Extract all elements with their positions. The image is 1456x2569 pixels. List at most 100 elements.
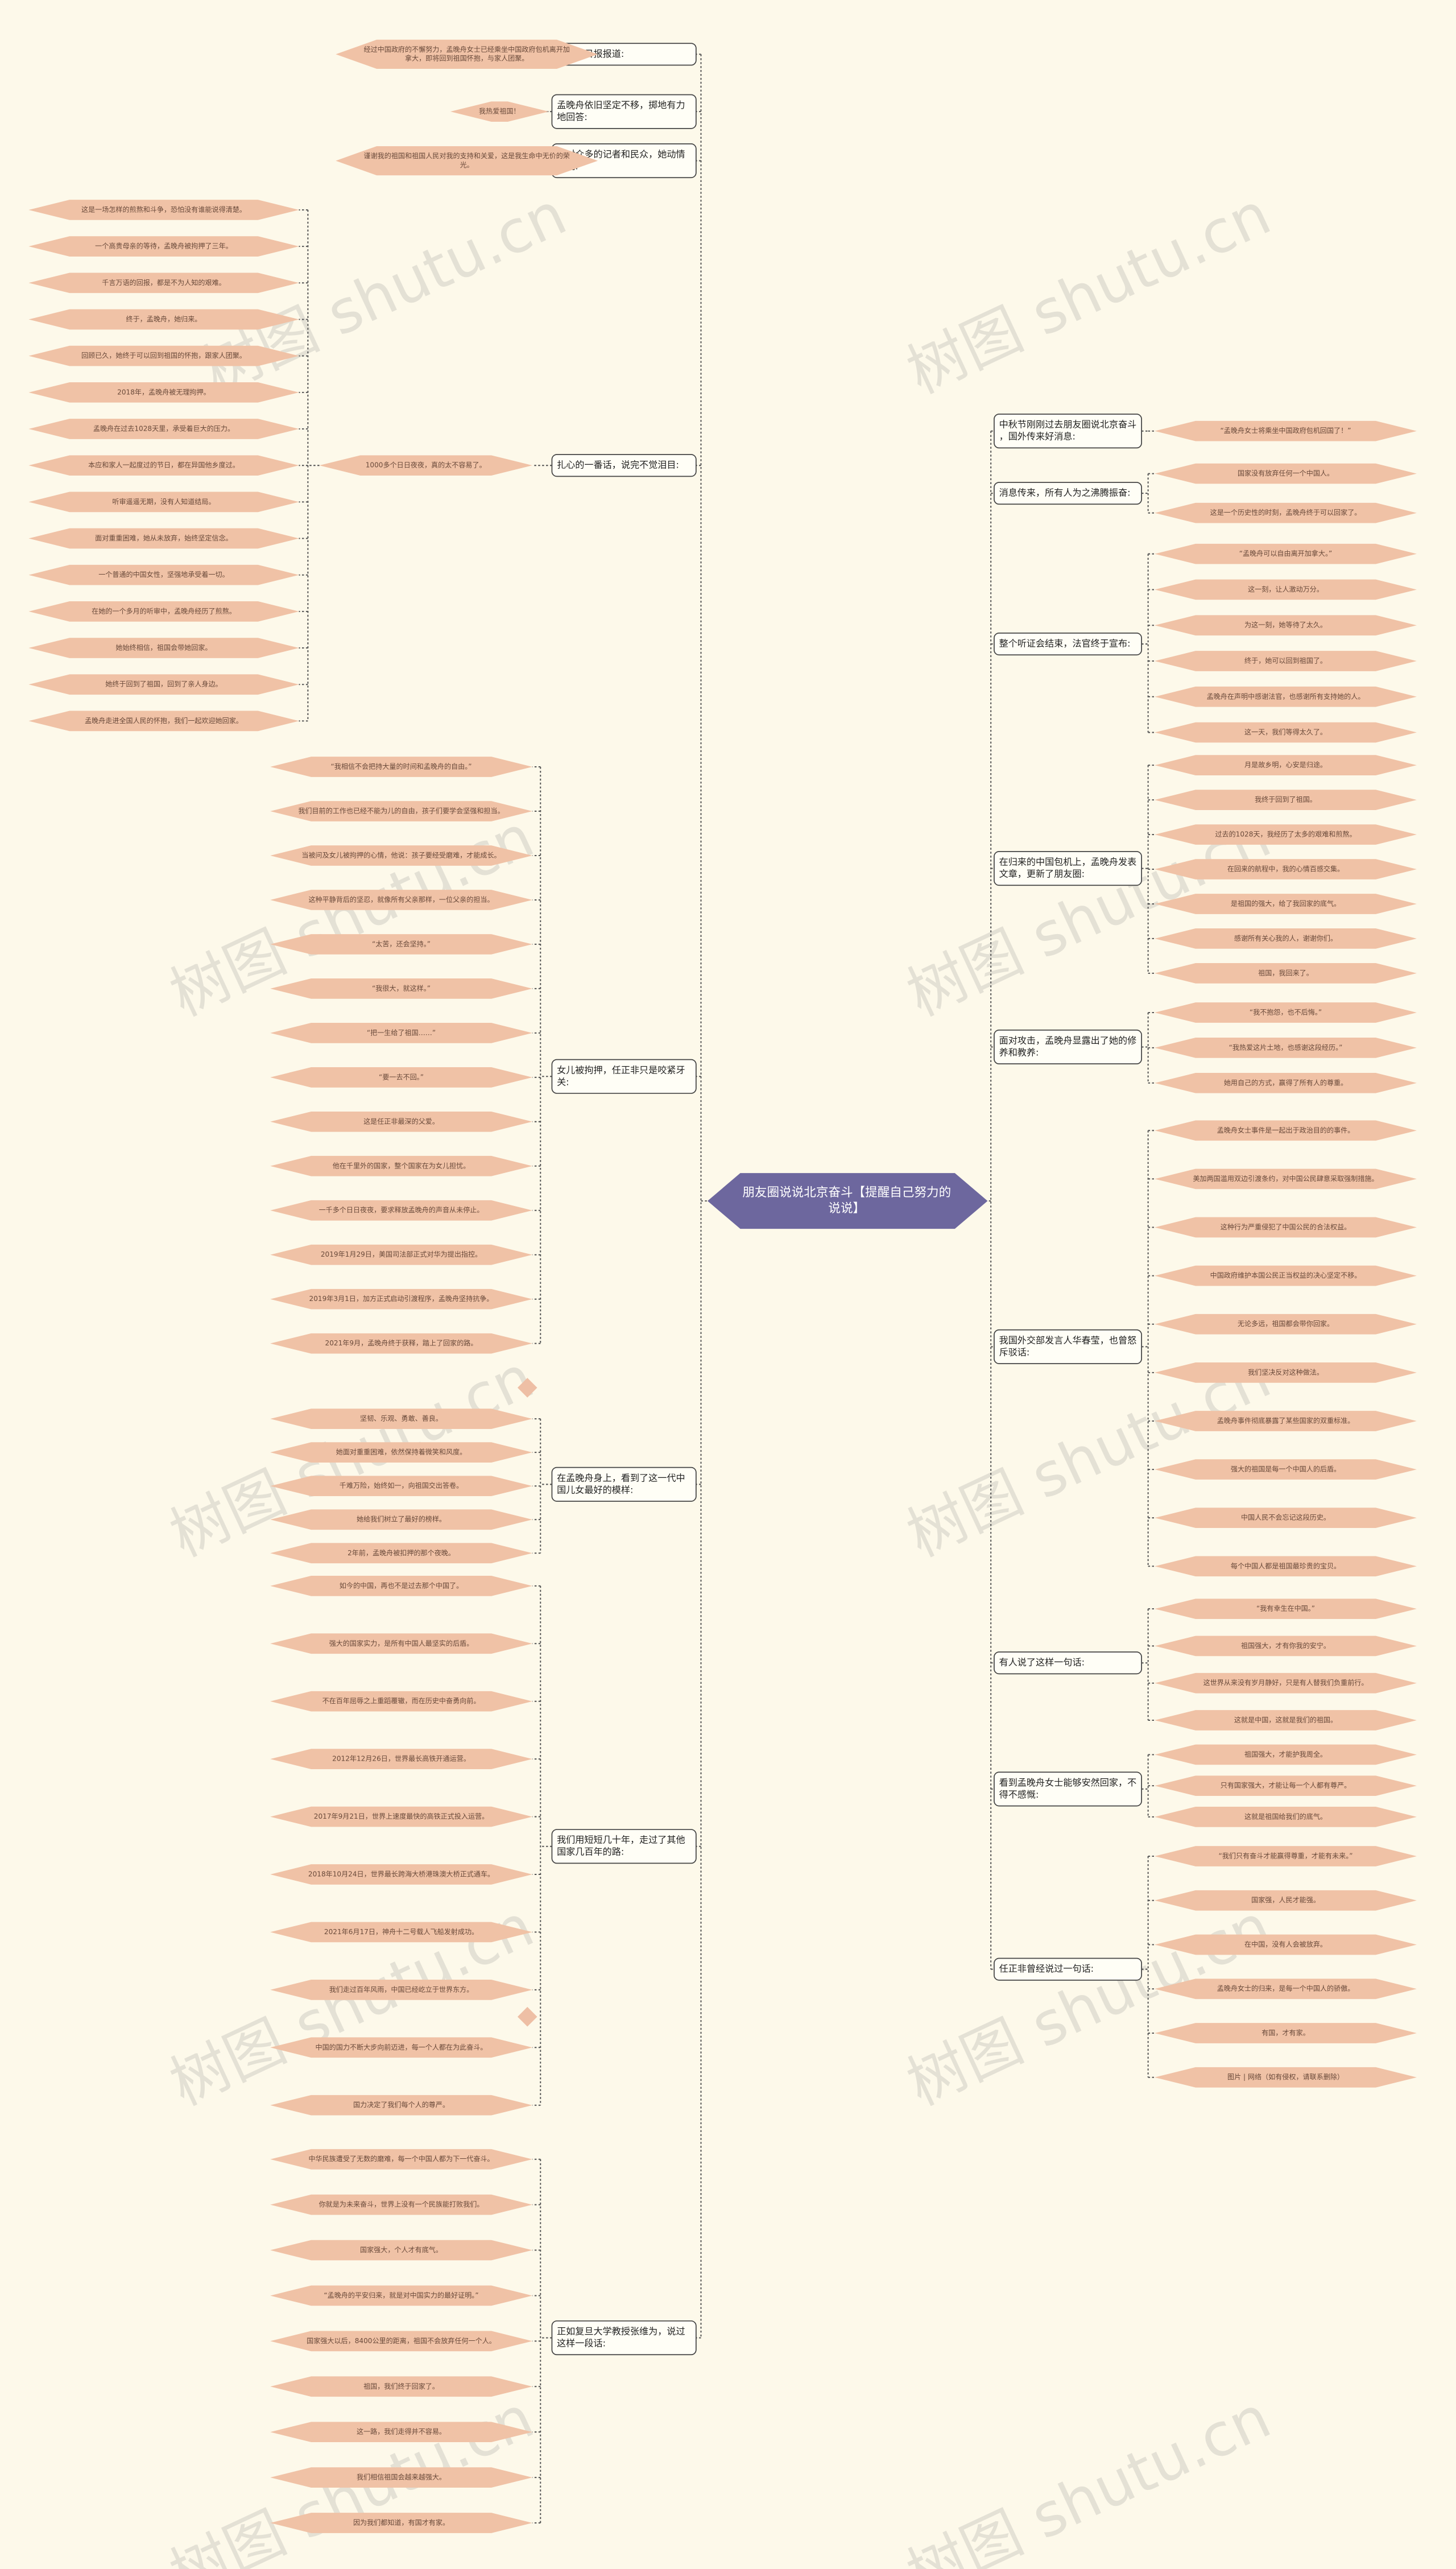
leaf-shape (1155, 755, 1417, 776)
leaf-shape (270, 978, 532, 999)
branch-box (994, 1029, 1142, 1064)
leaf-shape (1155, 1846, 1417, 1866)
leaf-shape (270, 1288, 532, 1310)
leaf-shape (270, 1749, 532, 1769)
leaf-text: 国力决定了我们每个人的尊严。 (353, 2100, 449, 2109)
leaf-shape (450, 101, 549, 122)
leaf-shape (270, 1442, 532, 1463)
leaf-shape (270, 2240, 532, 2261)
leaf-text: 祖国，我们终于回家了。 (363, 2382, 439, 2390)
branch-text: 我国外交部发言人华春莹，也曾怒斥驳话: (999, 1335, 1137, 1357)
leaf-shape (270, 1806, 532, 1827)
leaf-text: 这就是中国，这就是我们的祖国。 (1234, 1715, 1337, 1724)
leaf-text: 这一天，我们等得太久了。 (1244, 728, 1327, 736)
leaf-text: “我不抱怨，也不后悔。” (1250, 1007, 1322, 1016)
leaf-shape (1155, 1744, 1417, 1765)
leaf-text: 这种行为严重侵犯了中国公民的合法权益。 (1221, 1222, 1351, 1231)
leaf-text: 一千多个日日夜夜，要求释放孟晚舟的声音从未停止。 (319, 1205, 484, 1214)
leaf-shape (1155, 1775, 1417, 1796)
leaf-text: 强大的国家实力，是所有中国人最坚实的后盾。 (329, 1639, 474, 1647)
leaf-shape (270, 1200, 532, 1221)
branch-box (551, 454, 697, 477)
branch-box (551, 94, 697, 129)
leaf-text: 2021年6月17日，神舟十二号载人飞船发射成功。 (324, 1927, 478, 1936)
leaf-text: 每个中国人都是祖国最珍贵的宝贝。 (1231, 1562, 1341, 1570)
leaf-text: 这就是祖国给我们的底气。 (1244, 1812, 1327, 1820)
leaf-text: 2019年3月1日，加方正式启动引渡程序，孟晚舟坚持抗争。 (309, 1294, 494, 1303)
leaf-shape (270, 890, 532, 910)
leaf-text: 月是故乡明，心安是归途。 (1244, 761, 1327, 769)
leaf-shape (270, 1633, 532, 1654)
leaf-text: 2012年12月26日，世界最长高铁开通运营。 (332, 1754, 470, 1763)
leaf-text: “孟晚舟女士将乘坐中国政府包机回国了！” (1221, 426, 1351, 435)
leaf-shape (270, 2331, 532, 2352)
branch-box (994, 851, 1142, 886)
leaf-text: 我们目前的工作也已经不能为儿的自由，孩子们要学会坚强和担当。 (298, 807, 504, 815)
leaf-text: 谨谢我的祖国和祖国人民对我的支持和关爱，这是我生命中无价的荣光。 (364, 151, 570, 169)
leaf-text: 经过中国政府的不懈努力，孟晚舟女士已经乘坐中国政府包机离开加拿大，即将回到祖国怀… (364, 45, 570, 63)
leaf-text: 听审遥遥无期，没有人知道结局。 (112, 497, 215, 506)
leaf-text: 2017年9月21日，世界上速度最快的高铁正式投入运营。 (314, 1812, 489, 1820)
leaf-text: 在她的一个多月的听审中，孟晚舟经历了煎熬。 (92, 606, 236, 615)
leaf-shape (1155, 502, 1417, 523)
leaf-shape (270, 2095, 532, 2116)
leaf-shape (28, 674, 299, 695)
leaf-text: 这世界从来没有岁月静好，只是有人替我们负重前行。 (1203, 1678, 1368, 1687)
leaf-text: 不在百年屈辱之上重蹈覆辙，而在历史中奋勇向前。 (322, 1696, 481, 1705)
branch-box (994, 1329, 1142, 1364)
decoration (517, 2006, 537, 2027)
leaf-shape (270, 1476, 532, 1497)
leaf-text: 在回来的航程中，我的心情百感交集。 (1227, 865, 1344, 873)
leaf-shape (270, 845, 532, 866)
leaf-text: 孟晚舟在声明中感谢法官，也感谢所有支持她的人。 (1207, 692, 1365, 700)
branch-box (994, 1771, 1142, 1807)
center-shape (708, 1173, 988, 1229)
leaf-text: 终于，孟晚舟，她归来。 (126, 315, 202, 323)
leaf-shape (1155, 1265, 1417, 1286)
leaf-text: 在中国，没有人会被放弃。 (1244, 1940, 1327, 1948)
leaf-text: 我热爱祖国！ (479, 107, 520, 115)
leaf-shape (1155, 1599, 1417, 1620)
leaf-shape (270, 1922, 532, 1943)
leaf-shape (270, 934, 532, 955)
branch-box (994, 414, 1142, 449)
leaf-text: “太苦，还会坚持。” (372, 939, 431, 948)
leaf-shape (270, 1023, 532, 1043)
leaf-shape (1155, 859, 1417, 879)
leaf-shape (270, 1864, 532, 1885)
leaf-text: 国家强大，个人才有底气。 (360, 2245, 442, 2254)
leaf-text: “我相信不会把持大量的时间和孟晚舟的自由。” (330, 762, 471, 771)
leaf-shape (1155, 543, 1417, 564)
branch-text: 任正非曾经说过一句话: (999, 1963, 1094, 1974)
leaf-shape (1155, 1710, 1417, 1730)
leaf-shape (270, 2037, 532, 2058)
leaf-text: 面对重重困难，她从未放弃，始终坚定信念。 (95, 534, 233, 542)
leaf-text: 过去的1028天，我经历了太多的艰难和煎熬。 (1215, 830, 1356, 839)
branch-box (994, 633, 1142, 656)
leaf-shape (28, 528, 299, 549)
branch-box (994, 1651, 1142, 1675)
leaf-shape (270, 2149, 532, 2170)
leaf-text: “我热爱这片土地，也感谢这段经历。” (1229, 1043, 1343, 1051)
leaf-shape (270, 1979, 532, 2000)
branch-box (551, 1467, 697, 1502)
leaf-shape (1155, 894, 1417, 914)
leaf-text: 如今的中国，再也不是过去那个中国了。 (340, 1581, 463, 1589)
leaf-text: 我们走过百年风雨，中国已经屹立于世界东方。 (329, 1985, 474, 1993)
leaf-text: 千言万语的回报，都是不为人知的艰难。 (102, 278, 225, 287)
leaf-text: 孟晚舟女士事件是一起出于政治目的的事件。 (1217, 1126, 1355, 1134)
leaf-shape (1155, 420, 1417, 441)
leaf-shape (1155, 1672, 1417, 1694)
leaf-shape (1155, 579, 1417, 600)
leaf-text: 她用自己的方式，赢得了所有人的尊重。 (1224, 1078, 1347, 1087)
leaf-text: 有国，才有家。 (1261, 2028, 1310, 2037)
leaf-shape (28, 345, 299, 366)
leaf-shape (1155, 1002, 1417, 1023)
leaf-shape (1155, 824, 1417, 845)
branch-text: 有人说了这样一句话: (999, 1657, 1085, 1668)
leaf-shape (1155, 463, 1417, 484)
leaf-shape (1155, 1556, 1417, 1577)
leaf-text: 国家强大以后，8400公里的距离，祖国不会放弃任何一个人。 (307, 2336, 496, 2345)
leaf-shape (1155, 1934, 1417, 1955)
leaf-text: 她始终相信，祖国会带她回家。 (115, 643, 212, 652)
